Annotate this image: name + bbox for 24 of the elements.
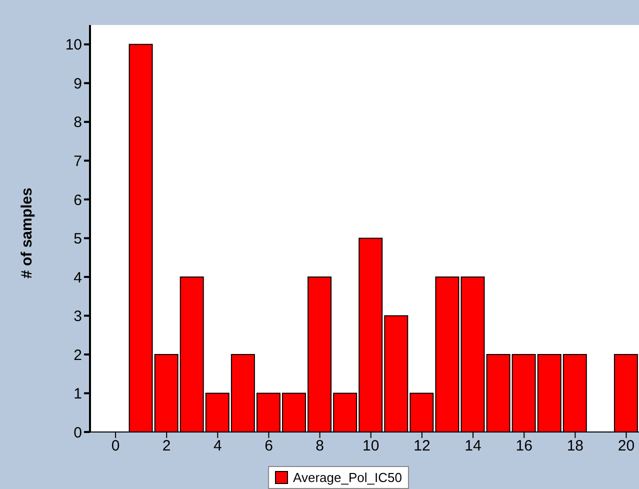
x-tick-label: 6 (264, 438, 273, 455)
x-tick-label: 10 (362, 438, 380, 455)
legend-label: Average_Pol_IC50 (268, 466, 409, 489)
y-tick-label: 4 (74, 269, 82, 286)
x-tick-label: 4 (214, 438, 222, 455)
x-tick-label: 2 (162, 438, 171, 455)
y-tick-label: 7 (74, 152, 82, 170)
y-tick-label: 3 (74, 308, 82, 326)
x-tick-label: 14 (464, 438, 482, 455)
y-tick-label: 9 (74, 75, 82, 92)
y-tick-label: 1 (74, 386, 82, 403)
y-tick-label: 10 (65, 36, 82, 54)
y-tick-label: 0 (74, 424, 82, 442)
x-tick-label: 16 (516, 438, 532, 455)
y-tick-label: 2 (74, 346, 82, 364)
x-tick-label: 18 (566, 438, 584, 455)
x-tick-label: 20 (618, 438, 635, 455)
x-tick-label: 0 (111, 438, 120, 455)
y-axis-title: # of samples (18, 188, 36, 278)
y-tick-label: 8 (74, 114, 82, 132)
y-tick-label: 6 (74, 192, 82, 209)
x-tick-label: 8 (316, 438, 324, 455)
y-tick-label: 5 (74, 230, 82, 248)
x-tick-label: 12 (414, 438, 430, 455)
